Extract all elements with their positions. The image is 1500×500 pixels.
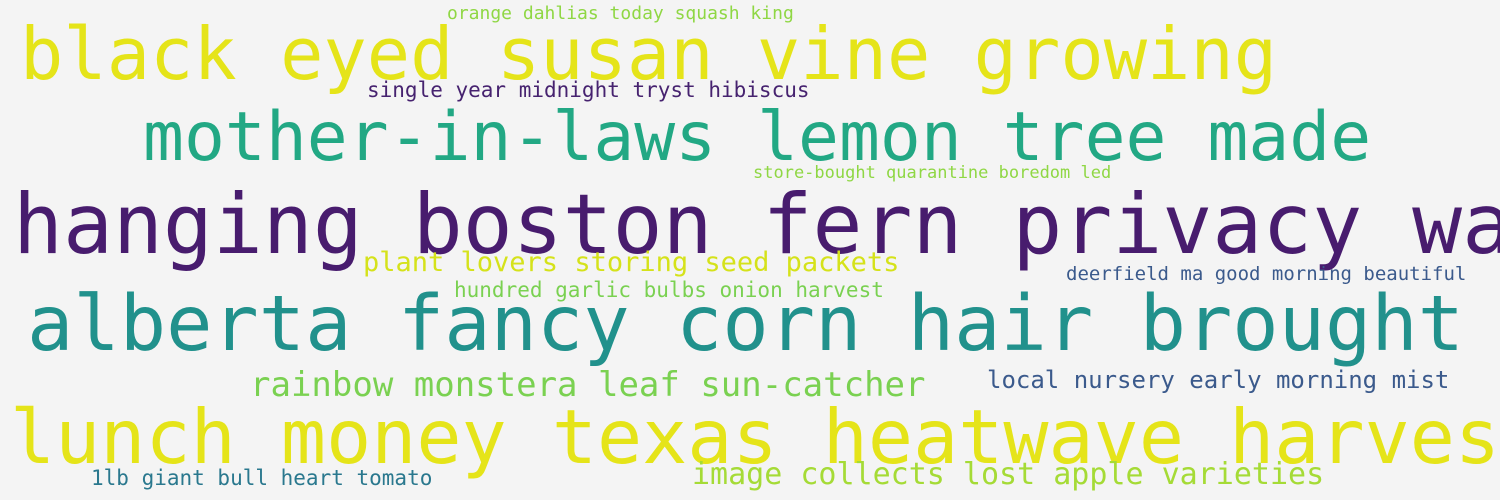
phrase-hundred-garlic: hundred garlic bulbs onion harvest <box>454 278 884 302</box>
phrase-black-eyed-susan: black eyed susan vine growing <box>20 12 1278 96</box>
phrase-alberta-fancy-corn: alberta fancy corn hair brought <box>27 280 1465 369</box>
phrase-deerfield-ma: deerfield ma good morning beautiful <box>1066 263 1467 285</box>
phrase-image-collects: image collects lost apple varieties <box>692 457 1325 492</box>
phrase-hanging-boston-fern: hanging boston fern privacy wall <box>13 176 1500 273</box>
phrase-mother-in-laws: mother-in-laws lemon tree made <box>143 98 1372 177</box>
phrase-store-bought: store-bought quarantine boredom led <box>753 163 1112 183</box>
phrase-rainbow-monstera: rainbow monstera leaf sun-catcher <box>250 365 926 405</box>
phrase-single-year: single year midnight tryst hibiscus <box>367 78 810 102</box>
phrase-orange-dahlias: orange dahlias today squash king <box>447 3 794 24</box>
phrase-giant-bull-heart: 1lb giant bull heart tomato <box>91 466 433 490</box>
phrase-local-nursery: local nursery early morning mist <box>987 366 1450 394</box>
phrase-lunch-money: lunch money texas heatwave harvest <box>10 393 1500 481</box>
phrase-plant-lovers: plant lovers storing seed packets <box>363 247 900 278</box>
